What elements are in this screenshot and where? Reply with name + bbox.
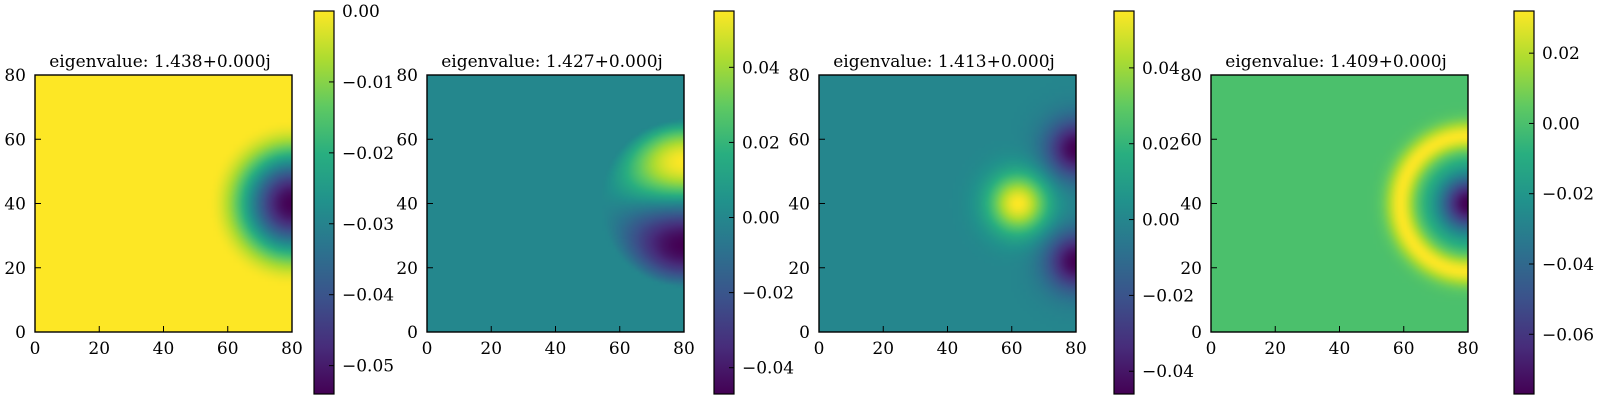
colorbar-ticks: 0.00 −0.01 −0.02 −0.03 −0.04 −0.05 bbox=[329, 2, 394, 377]
y-tick-label: 40 bbox=[396, 195, 418, 215]
x-tick-label: 20 bbox=[872, 339, 894, 359]
y-tick-label: 80 bbox=[788, 66, 810, 86]
y-axis-ticks: 0 20 40 60 80 bbox=[4, 66, 41, 343]
colorbar-tick-label: −0.04 bbox=[1542, 255, 1594, 275]
heatmap-image bbox=[35, 75, 292, 332]
colorbar-tick-label: 0.04 bbox=[1142, 59, 1180, 79]
colorbar-tick-label: 0.02 bbox=[1142, 135, 1180, 155]
colorbar-ticks: 0.04 0.02 0.00 −0.02 −0.04 bbox=[729, 58, 794, 379]
x-axis-ticks: 0 20 40 60 80 bbox=[30, 326, 303, 359]
colorbar-tick-label: −0.02 bbox=[1142, 286, 1194, 306]
x-tick-label: 80 bbox=[1065, 339, 1087, 359]
x-tick-label: 60 bbox=[1001, 339, 1023, 359]
x-tick-label: 40 bbox=[545, 339, 567, 359]
colorbar-gradient bbox=[1514, 11, 1534, 394]
heatmap-image bbox=[1211, 75, 1468, 332]
colorbar-tick-label: −0.02 bbox=[742, 284, 794, 304]
x-tick-label: 20 bbox=[88, 339, 110, 359]
colorbar-tick-label: −0.04 bbox=[342, 286, 394, 306]
colorbar-ticks: 0.04 0.02 0.00 −0.02 −0.04 bbox=[1129, 59, 1194, 382]
y-tick-label: 40 bbox=[4, 195, 26, 215]
colorbar-frame bbox=[1113, 10, 1135, 395]
colorbar-tick-label: −0.05 bbox=[342, 357, 394, 377]
panel-eigenmode-4: eigenvalue: 1.409+0.000j 0 20 40 60 80 0 20 40… bbox=[1180, 10, 1594, 395]
colorbar-frame bbox=[1513, 10, 1535, 395]
colorbar-tick-label: 0.00 bbox=[342, 2, 380, 22]
y-tick-label: 0 bbox=[1191, 323, 1202, 343]
y-tick-label: 80 bbox=[396, 66, 418, 86]
colorbar-gradient bbox=[314, 11, 334, 394]
heatmap-image bbox=[819, 75, 1076, 332]
y-tick-label: 0 bbox=[15, 323, 26, 343]
x-tick-label: 60 bbox=[609, 339, 631, 359]
y-axis-ticks: 0 20 40 60 80 bbox=[396, 66, 433, 343]
x-tick-label: 0 bbox=[814, 339, 825, 359]
colorbar-tick-label: 0.04 bbox=[742, 58, 780, 78]
x-tick-label: 80 bbox=[1457, 339, 1479, 359]
y-tick-label: 0 bbox=[799, 323, 810, 343]
colorbar-tick-label: 0.02 bbox=[742, 133, 780, 153]
colorbar-gradient bbox=[1114, 11, 1134, 394]
panel-title: eigenvalue: 1.409+0.000j bbox=[1225, 52, 1447, 72]
colorbar-tick-label: −0.04 bbox=[1142, 362, 1194, 382]
y-axis-ticks: 0 20 40 60 80 bbox=[788, 66, 825, 343]
colorbar-ticks: 0.02 0.00 −0.02 −0.04 −0.06 bbox=[1529, 44, 1594, 345]
colorbar-tick-label: 0.00 bbox=[742, 209, 780, 229]
x-tick-label: 20 bbox=[1264, 339, 1286, 359]
x-tick-label: 40 bbox=[1329, 339, 1351, 359]
x-tick-label: 0 bbox=[422, 339, 433, 359]
x-tick-label: 80 bbox=[281, 339, 303, 359]
x-tick-label: 40 bbox=[937, 339, 959, 359]
x-tick-label: 60 bbox=[1393, 339, 1415, 359]
y-tick-label: 60 bbox=[4, 130, 26, 150]
colorbar-tick-label: −0.04 bbox=[742, 359, 794, 379]
x-tick-label: 80 bbox=[673, 339, 695, 359]
panel-eigenmode-1: eigenvalue: 1.438+0.000j 0 20 40 60 80 0 20 40… bbox=[4, 2, 394, 395]
x-axis-ticks: 0 20 40 60 80 bbox=[814, 326, 1087, 359]
y-tick-label: 60 bbox=[396, 130, 418, 150]
y-tick-label: 20 bbox=[1180, 259, 1202, 279]
colorbar-tick-label: −0.01 bbox=[342, 73, 394, 93]
panel-title: eigenvalue: 1.438+0.000j bbox=[49, 52, 271, 72]
x-tick-label: 40 bbox=[153, 339, 175, 359]
y-tick-label: 20 bbox=[788, 259, 810, 279]
y-tick-label: 40 bbox=[1180, 195, 1202, 215]
panel-eigenmode-2: eigenvalue: 1.427+0.000j 0 20 40 60 80 0 20 40… bbox=[396, 10, 794, 395]
y-tick-label: 40 bbox=[788, 195, 810, 215]
heatmap-image bbox=[427, 75, 684, 332]
y-axis-ticks: 0 20 40 60 80 bbox=[1180, 66, 1217, 343]
x-tick-label: 60 bbox=[217, 339, 239, 359]
x-axis-ticks: 0 20 40 60 80 bbox=[422, 326, 695, 359]
x-tick-label: 0 bbox=[1206, 339, 1217, 359]
colorbar-tick-label: 0.02 bbox=[1542, 44, 1580, 64]
y-tick-label: 80 bbox=[1180, 66, 1202, 86]
colorbar-frame bbox=[313, 10, 335, 395]
colorbar-gradient bbox=[714, 11, 734, 394]
panel-title: eigenvalue: 1.427+0.000j bbox=[441, 52, 663, 72]
x-tick-label: 20 bbox=[480, 339, 502, 359]
y-tick-label: 20 bbox=[4, 259, 26, 279]
y-tick-label: 20 bbox=[396, 259, 418, 279]
colorbar-tick-label: −0.02 bbox=[1542, 185, 1594, 205]
colorbar-tick-label: −0.03 bbox=[342, 215, 394, 235]
y-tick-label: 80 bbox=[4, 66, 26, 86]
colorbar-frame bbox=[713, 10, 735, 395]
colorbar-tick-label: −0.02 bbox=[342, 144, 394, 164]
x-tick-label: 0 bbox=[30, 339, 41, 359]
y-tick-label: 60 bbox=[788, 130, 810, 150]
y-tick-label: 0 bbox=[407, 323, 418, 343]
x-axis-ticks: 0 20 40 60 80 bbox=[1206, 326, 1479, 359]
colorbar-tick-label: 0.00 bbox=[1542, 114, 1580, 134]
y-tick-label: 60 bbox=[1180, 130, 1202, 150]
colorbar-tick-label: −0.06 bbox=[1542, 325, 1594, 345]
panel-title: eigenvalue: 1.413+0.000j bbox=[833, 52, 1055, 72]
panel-eigenmode-3: eigenvalue: 1.413+0.000j 0 20 40 60 80 0 20 40… bbox=[788, 10, 1194, 395]
colorbar-tick-label: 0.00 bbox=[1142, 211, 1180, 231]
